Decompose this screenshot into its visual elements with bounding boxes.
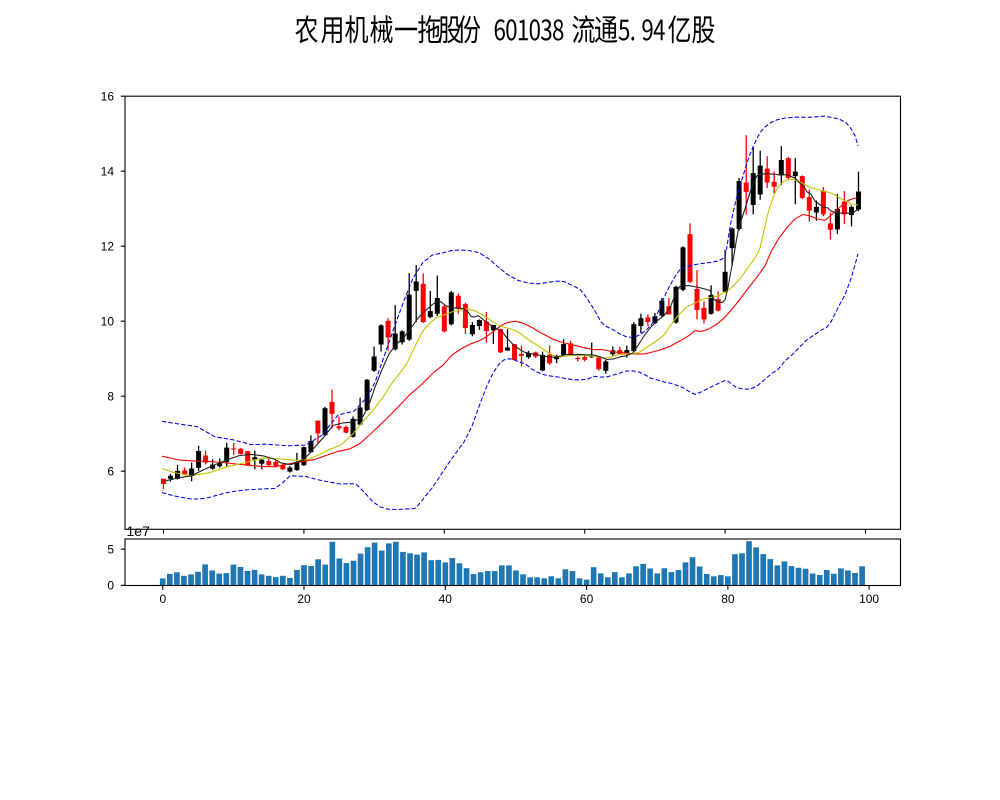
svg-text:40: 40	[439, 592, 453, 606]
svg-text:20: 20	[297, 592, 311, 606]
svg-text:6: 6	[107, 464, 114, 478]
svg-text:14: 14	[101, 164, 115, 178]
svg-text:5: 5	[107, 542, 114, 556]
svg-text:1e7: 1e7	[127, 523, 151, 539]
svg-text:16: 16	[101, 90, 115, 104]
svg-text:10: 10	[101, 314, 115, 328]
svg-text:100: 100	[859, 592, 879, 606]
svg-text:8: 8	[107, 389, 114, 403]
svg-text:0: 0	[107, 579, 114, 593]
svg-text:0: 0	[159, 592, 166, 606]
svg-text:60: 60	[580, 592, 594, 606]
svg-text:80: 80	[721, 592, 735, 606]
svg-text:12: 12	[101, 239, 115, 253]
